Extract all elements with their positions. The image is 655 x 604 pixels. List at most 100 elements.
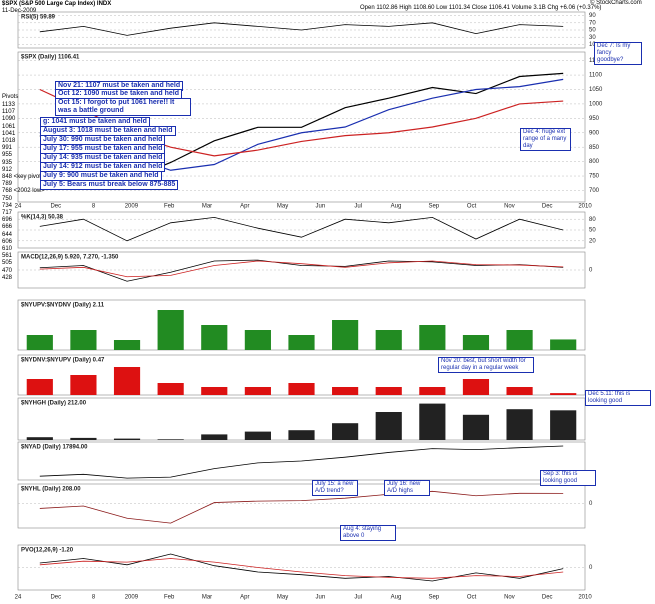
y-tick-label: 90 — [589, 13, 596, 19]
y-tick-label: 0 — [589, 268, 593, 274]
y-tick-label: 0 — [589, 565, 593, 571]
panel-title: $NYHGH (Daily) 212.00 — [21, 401, 87, 407]
panel-title: $NYAD (Daily) 17894.00 — [21, 445, 88, 451]
x-tick-label: Apr — [240, 595, 249, 601]
pivot-level: 1018 — [2, 138, 16, 144]
series-line — [39, 259, 564, 282]
bar — [375, 387, 402, 395]
x-tick-label: Dec — [542, 595, 553, 601]
annotation: July 5: Bears must break below 875-885 — [40, 180, 179, 190]
bar — [244, 387, 271, 395]
bar — [201, 434, 228, 440]
x-tick-label: 2010 — [578, 595, 592, 601]
series-line — [39, 558, 564, 579]
x-tick-label: Mar — [202, 595, 212, 601]
bar — [201, 325, 228, 350]
bar — [506, 409, 533, 440]
bar — [244, 431, 271, 440]
pivot-level: 1061 — [2, 123, 16, 130]
pivot-level: 610 — [2, 246, 13, 252]
x-tick-label: Aug — [391, 595, 402, 601]
pivot-level: 955 — [2, 152, 13, 159]
series-line — [39, 490, 564, 524]
bar — [332, 387, 359, 395]
bar — [157, 439, 184, 440]
x-tick-label: 2009 — [125, 204, 139, 210]
x-tick-label: Feb — [164, 204, 175, 210]
y-tick-label: 50 — [589, 228, 596, 234]
bar — [332, 320, 359, 350]
y-tick-label: 20 — [589, 238, 596, 244]
y-tick-label: 700 — [589, 188, 600, 194]
x-tick-label: 24 — [15, 204, 22, 210]
pivot-level: 789 — [2, 181, 13, 188]
series-line — [39, 553, 564, 582]
y-tick-label: 80 — [589, 217, 596, 223]
pivot-level: 561 — [2, 253, 13, 260]
y-tick-label: 1000 — [589, 102, 603, 108]
annotation: Dec 7: Is my fancy goodbye? — [594, 42, 642, 65]
y-tick-label: 900 — [589, 130, 600, 136]
pivot-level: 1107 — [2, 109, 15, 116]
annotation: July 15: a new A/D trend? — [312, 480, 358, 496]
x-tick-label: Sep — [428, 204, 439, 210]
annotation: July 16: new A/D highs — [384, 480, 430, 496]
y-tick-label: 800 — [589, 159, 600, 165]
x-tick-label: Dec — [50, 204, 61, 210]
x-tick-label: Jul — [354, 595, 362, 601]
bar — [550, 410, 577, 440]
bar — [113, 438, 141, 440]
x-tick-label: Jun — [316, 595, 326, 601]
x-tick-label: Nov — [504, 204, 515, 210]
quote: Open 1102.86 High 1108.60 Low 1101.34 Cl… — [360, 5, 602, 11]
panel-title: MACD(12,26,9) 5.920, 7.270, -1.350 — [21, 255, 119, 261]
pivot-level: 606 — [2, 238, 13, 245]
annotation: Oct 15: I forgot to put 1061 here!! It w… — [55, 98, 191, 116]
x-tick-label: Jul — [354, 204, 362, 210]
bar — [419, 325, 446, 350]
bar — [201, 387, 228, 395]
x-tick-label: Jun — [316, 204, 326, 210]
bar — [288, 430, 315, 440]
y-tick-label: 0 — [589, 501, 593, 507]
bar — [550, 339, 577, 350]
x-tick-label: Feb — [164, 595, 175, 601]
bar — [26, 379, 53, 395]
bar — [70, 375, 97, 395]
symbol: $SPX (S&P 500 Large Cap Index) INDX — [2, 1, 112, 7]
pivot-level: 1090 — [2, 116, 16, 123]
series-line — [39, 216, 564, 242]
x-tick-label: Sep — [428, 595, 439, 601]
bar — [506, 330, 533, 350]
bar — [506, 387, 533, 395]
bar — [462, 414, 490, 440]
annotation: Dec 4: huge ext range of a many day — [520, 128, 571, 151]
bar — [26, 335, 53, 350]
pivot-level: 935 — [2, 159, 13, 166]
bar — [419, 387, 446, 395]
bar — [462, 379, 490, 395]
panel-title: $SPX (Daily) 1106.41 — [21, 55, 80, 61]
bar — [550, 393, 577, 395]
series-line — [39, 22, 564, 36]
x-tick-label: Oct — [467, 204, 477, 210]
y-tick-label: 1100 — [589, 73, 603, 79]
bar — [157, 310, 184, 350]
x-tick-label: Apr — [240, 204, 249, 210]
pivots-title: Pivots — [2, 94, 19, 100]
bar — [26, 437, 53, 440]
bar — [244, 330, 271, 350]
pivot-level: 1133 — [2, 102, 15, 108]
y-tick-label: 10 — [589, 42, 596, 48]
series-line — [39, 445, 564, 479]
x-tick-label: Mar — [202, 204, 212, 210]
x-tick-label: Nov — [504, 595, 515, 601]
panel-title: $NYUPV:$NYDNV (Daily) 2.11 — [21, 303, 105, 309]
pivot-level: 848 <key pivot> — [2, 174, 45, 180]
y-tick-label: 850 — [589, 145, 600, 151]
panel — [17, 483, 586, 529]
pivot-level: 696 — [2, 217, 13, 224]
bar — [113, 367, 141, 395]
series-line — [39, 260, 564, 278]
x-tick-label: Oct — [467, 595, 477, 601]
